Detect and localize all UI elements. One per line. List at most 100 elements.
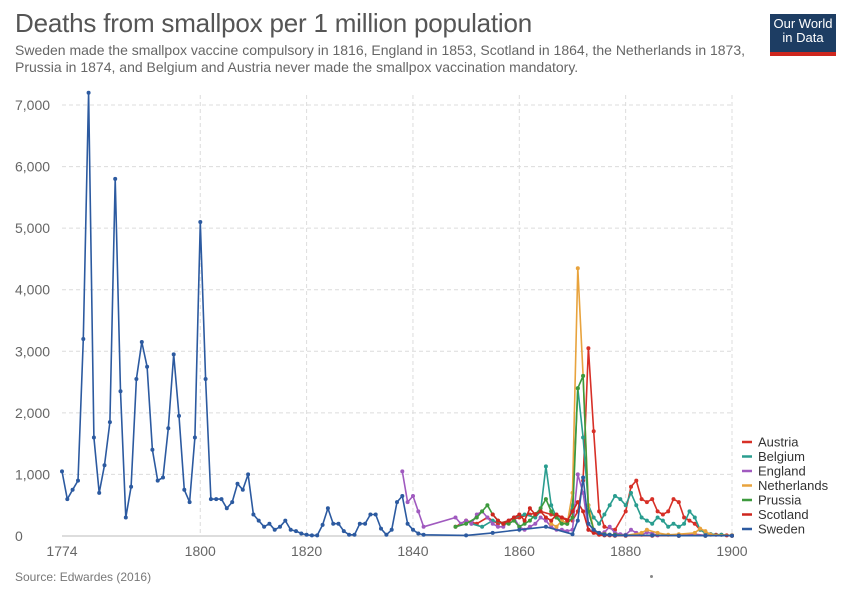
data-point-scotland [586,527,591,532]
data-point-prussia [480,509,485,514]
data-point-sweden [602,532,607,537]
data-point-belgium [597,521,602,526]
data-point-scotland [527,506,532,511]
data-point-austria [687,518,692,523]
data-point-belgium [607,503,612,508]
data-point-prussia [522,521,527,526]
data-point-sweden [76,478,80,483]
data-point-scotland [501,521,506,526]
data-point-sweden [118,389,123,394]
data-point-scotland [565,518,570,523]
data-point-belgium [618,497,623,502]
x-tick-label: 1900 [716,543,747,559]
data-point-belgium [671,521,676,526]
data-point-england [629,527,633,532]
data-point-scotland [490,512,495,517]
data-point-prussia [570,515,575,520]
owid-logo[interactable]: Our World in Data [770,14,836,56]
data-point-sweden [113,176,118,181]
data-point-sweden [623,533,628,538]
data-point-austria [660,512,665,517]
data-point-sweden [575,518,580,523]
data-point-belgium [480,524,485,529]
data-point-sweden [198,220,203,224]
x-tick-label: 1880 [610,543,641,559]
data-point-scotland [512,515,516,520]
data-point-sweden [368,512,373,517]
data-point-belgium [687,509,692,514]
data-point-austria [676,500,681,505]
data-point-sweden [161,475,165,480]
data-point-sweden [102,463,107,468]
data-point-sweden [214,497,219,502]
data-point-austria [623,509,628,514]
data-point-sweden [597,530,602,535]
logo-accent-bar [770,52,836,56]
data-point-sweden [150,447,155,452]
data-point-sweden [320,522,325,527]
series-line-netherlands [550,267,733,537]
data-point-sweden [607,532,612,537]
y-tick-label: 3,000 [15,343,50,359]
x-tick-label: 1800 [185,543,216,559]
data-point-austria [602,524,607,529]
logo-line-1: Our World [773,16,833,31]
data-point-sweden [272,527,277,532]
data-point-sweden [703,533,708,538]
data-point-sweden [256,518,261,523]
data-point-sweden [262,524,267,529]
data-point-sweden [400,494,405,498]
data-point-sweden [246,472,251,477]
data-point-england [464,518,469,523]
chart-title: Deaths from smallpox per 1 million popul… [15,8,533,38]
data-point-austria [655,509,660,514]
data-point-netherlands [692,530,697,535]
data-point-prussia [512,518,516,523]
data-point-sweden [331,521,336,526]
data-point-sweden [251,512,256,517]
data-point-scotland [517,512,522,517]
data-point-prussia [506,521,511,526]
decorative-dot [650,575,653,578]
data-point-england [538,515,543,520]
data-point-sweden [91,435,96,440]
data-point-sweden [543,524,548,529]
data-point-sweden [389,527,394,532]
data-point-netherlands [703,529,708,534]
data-point-netherlands [698,526,703,531]
data-point-sweden [294,529,298,534]
data-point-sweden [139,340,144,344]
data-point-sweden [288,527,293,532]
data-point-belgium [522,512,527,517]
y-tick-label: 7,000 [15,97,50,113]
data-point-belgium [644,518,649,523]
chart-subtitle: Sweden made the smallpox vaccine compuls… [15,42,746,75]
data-point-scotland [559,515,564,520]
data-point-england [501,524,506,529]
data-point-sweden [591,527,596,532]
data-point-sweden [86,90,91,95]
series-line-england [401,471,733,537]
data-point-sweden [224,506,229,511]
data-point-scotland [575,500,580,505]
data-point-sweden [315,533,320,538]
data-point-england [543,518,548,523]
data-point-sweden [464,533,469,538]
data-point-prussia [464,521,469,526]
data-point-prussia [575,386,580,391]
data-point-sweden [357,521,362,526]
data-point-england [485,515,490,520]
series-line-austria [455,347,732,537]
data-point-sweden [187,500,192,505]
data-point-sweden [379,526,383,531]
data-point-netherlands [639,530,644,535]
data-point-sweden [421,532,426,537]
data-point-belgium [623,503,628,508]
data-point-sweden [203,377,208,381]
data-point-england [416,509,421,514]
data-point-sweden [325,506,330,511]
data-point-sweden [278,524,282,529]
data-point-england [400,469,405,474]
data-point-sweden [416,531,421,536]
data-point-sweden [267,521,272,526]
